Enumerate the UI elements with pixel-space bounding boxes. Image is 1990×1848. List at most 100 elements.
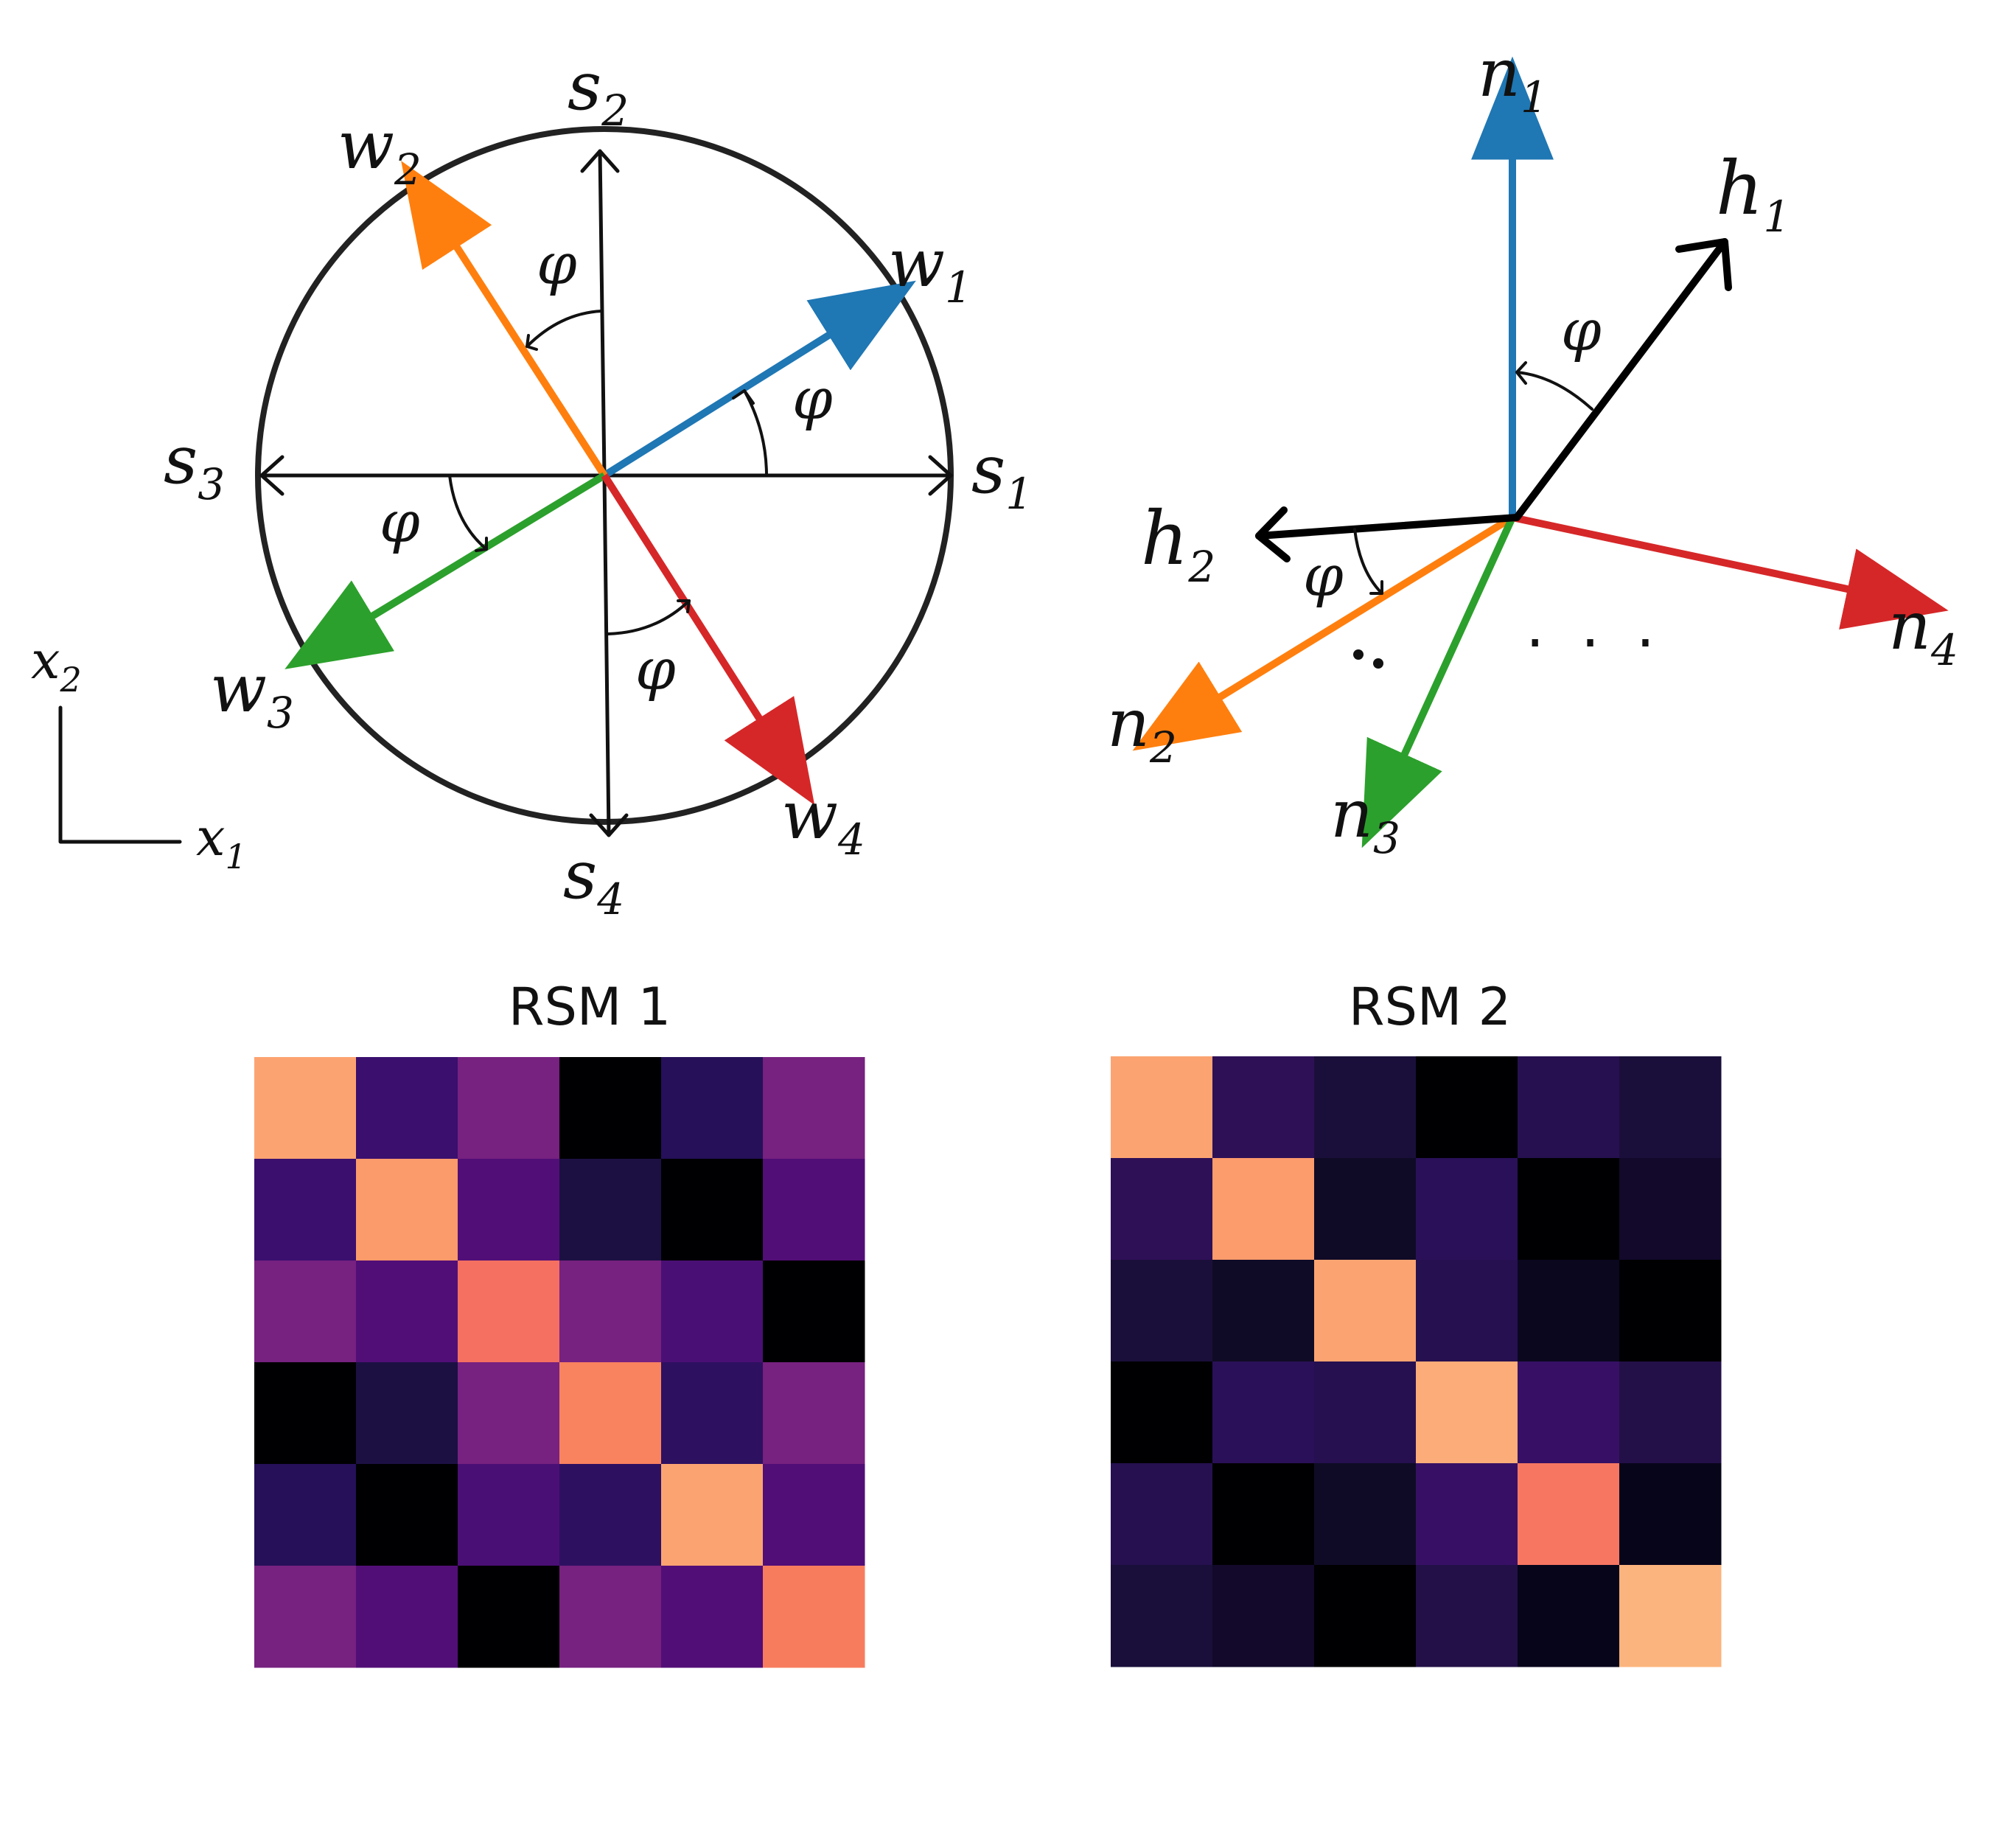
- w4-label: w4: [781, 777, 865, 865]
- w2-label: w2: [338, 107, 422, 195]
- rsm2-cell-r3-c0: [1111, 1361, 1213, 1464]
- rsm1-cell-r5-c1: [356, 1566, 458, 1668]
- rsm2-cell-r0-c3: [1416, 1056, 1518, 1159]
- w3-label: w3: [210, 650, 294, 738]
- rsm1-cell-r2-c2: [458, 1261, 560, 1363]
- rsm2-cell-r4-c2: [1314, 1463, 1417, 1566]
- angle-arc-h1: [1515, 371, 1593, 411]
- rsm1-cell-r4-c4: [661, 1464, 764, 1566]
- phi-label-w1: φ: [792, 366, 833, 433]
- rsm2-cell-r5-c4: [1518, 1565, 1620, 1667]
- rsm1-cell-r1-c4: [661, 1159, 764, 1261]
- rsm1-cell-r0-c3: [559, 1057, 662, 1160]
- h2-label: h2: [1141, 495, 1215, 592]
- rsm2-cell-r2-c2: [1314, 1260, 1417, 1362]
- rsm2-heatmap: [1111, 1056, 1722, 1667]
- rsm2-cell-r0-c2: [1314, 1056, 1417, 1159]
- s3-label: s3: [164, 422, 225, 509]
- phi-label-h2: φ: [1303, 543, 1344, 610]
- angle-arc-h2: [1353, 528, 1383, 595]
- n2-label: n2: [1107, 685, 1177, 773]
- rsm2-cell-r4-c5: [1619, 1463, 1722, 1566]
- n4-axis: [1511, 514, 1949, 630]
- rsm2-cell-r0-c0: [1111, 1056, 1213, 1159]
- w2-vector: [401, 161, 608, 478]
- n3-axis: [1361, 515, 1516, 848]
- n3-label: n3: [1330, 775, 1400, 863]
- rsm2-cell-r3-c5: [1619, 1361, 1722, 1464]
- rsm1-cell-r0-c4: [661, 1057, 764, 1160]
- angle-arc-w1: [743, 389, 768, 477]
- n4-label: n4: [1888, 587, 1958, 675]
- rsm2-cell-r1-c0: [1111, 1158, 1213, 1261]
- rsm2-cell-r4-c1: [1212, 1463, 1315, 1566]
- rsm2-cell-r3-c4: [1518, 1361, 1620, 1464]
- rsm1-panel: RSM 1: [254, 977, 865, 1668]
- s2-label: s2: [568, 48, 629, 136]
- rsm1-cell-r2-c4: [661, 1261, 764, 1363]
- s4-label: s4: [563, 837, 624, 924]
- rsm1-cell-r3-c1: [356, 1362, 458, 1465]
- rsm2-cell-r2-c3: [1416, 1260, 1518, 1362]
- rsm2-cell-r1-c2: [1314, 1158, 1417, 1261]
- stimulus-circle-panel: s1 s2 s3 s4 w1 w2 w3 w4 φ φ φ φ x2 x1: [31, 48, 1033, 924]
- rsm1-cell-r3-c3: [559, 1362, 662, 1465]
- angle-arc-w4: [607, 599, 691, 635]
- rsm2-title: RSM 2: [1349, 977, 1511, 1037]
- rsm2-cell-r4-c3: [1416, 1463, 1518, 1566]
- angle-arcs-left: [448, 310, 768, 635]
- rsm2-cell-r5-c2: [1314, 1565, 1417, 1667]
- rsm1-cell-r1-c0: [254, 1159, 357, 1261]
- rsm1-cell-r5-c3: [559, 1566, 662, 1668]
- stimulus-axes: [259, 149, 953, 837]
- rsm1-cell-r0-c5: [763, 1057, 865, 1160]
- rsm1-heatmap: [254, 1057, 865, 1668]
- rsm2-cell-r2-c0: [1111, 1260, 1213, 1362]
- rsm1-cell-r1-c2: [458, 1159, 560, 1261]
- h1-label: h1: [1716, 145, 1790, 242]
- phi-label-w3: φ: [380, 489, 420, 556]
- ellipsis-dot: [1373, 658, 1383, 669]
- rsm2-cell-r5-c0: [1111, 1565, 1213, 1667]
- rsm1-cell-r4-c0: [254, 1464, 357, 1566]
- rsm1-cell-r3-c0: [254, 1362, 357, 1465]
- rsm1-cell-r3-c5: [763, 1362, 865, 1465]
- rsm1-cell-r0-c0: [254, 1057, 357, 1160]
- rsm2-cell-r5-c5: [1619, 1565, 1722, 1667]
- rsm2-cell-r4-c4: [1518, 1463, 1620, 1566]
- rsm1-cell-r1-c1: [356, 1159, 458, 1261]
- angle-arc-w3: [448, 474, 488, 551]
- rsm2-cell-r0-c5: [1619, 1056, 1722, 1159]
- x1-label: x1: [196, 807, 247, 876]
- rsm2-cell-r0-c4: [1518, 1056, 1620, 1159]
- rsm2-cell-r1-c1: [1212, 1158, 1315, 1261]
- angle-arc-w2: [526, 310, 603, 348]
- rsm1-cell-r0-c1: [356, 1057, 458, 1160]
- rsm1-cell-r5-c0: [254, 1566, 357, 1668]
- neural-space-panel: n1 n2 n3 n4 h1 h2 φ φ · · ·: [1107, 35, 1958, 863]
- rsm1-cell-r2-c1: [356, 1261, 458, 1363]
- rsm2-cell-r3-c1: [1212, 1361, 1315, 1464]
- rsm2-cell-r3-c2: [1314, 1361, 1417, 1464]
- rsm2-cell-r2-c1: [1212, 1260, 1315, 1362]
- w1-vector: [602, 280, 916, 479]
- rsm2-cell-r2-c5: [1619, 1260, 1722, 1362]
- phi-label-h1: φ: [1561, 298, 1602, 364]
- s1-label: s1: [971, 431, 1033, 519]
- rsm2-cell-r0-c1: [1212, 1056, 1315, 1159]
- rsm1-cell-r5-c5: [763, 1566, 865, 1668]
- rsm1-title: RSM 1: [509, 977, 671, 1037]
- coordinate-frame: x2 x1: [31, 630, 247, 876]
- phi-label-w2: φ: [537, 231, 577, 298]
- ellipsis-dot: [1353, 649, 1364, 660]
- rsm1-cell-r4-c1: [356, 1464, 458, 1566]
- rsm1-cell-r3-c4: [661, 1362, 764, 1465]
- rsm2-cell-r5-c3: [1416, 1565, 1518, 1667]
- rsm2-cell-r3-c3: [1416, 1361, 1518, 1464]
- rsm2-cell-r1-c3: [1416, 1158, 1518, 1261]
- rsm1-cell-r2-c3: [559, 1261, 662, 1363]
- n2-axis: [1132, 514, 1515, 751]
- rsm2-cell-r4-c0: [1111, 1463, 1213, 1566]
- rsm1-cell-r4-c3: [559, 1464, 662, 1566]
- ellipsis-right: · · ·: [1526, 609, 1663, 677]
